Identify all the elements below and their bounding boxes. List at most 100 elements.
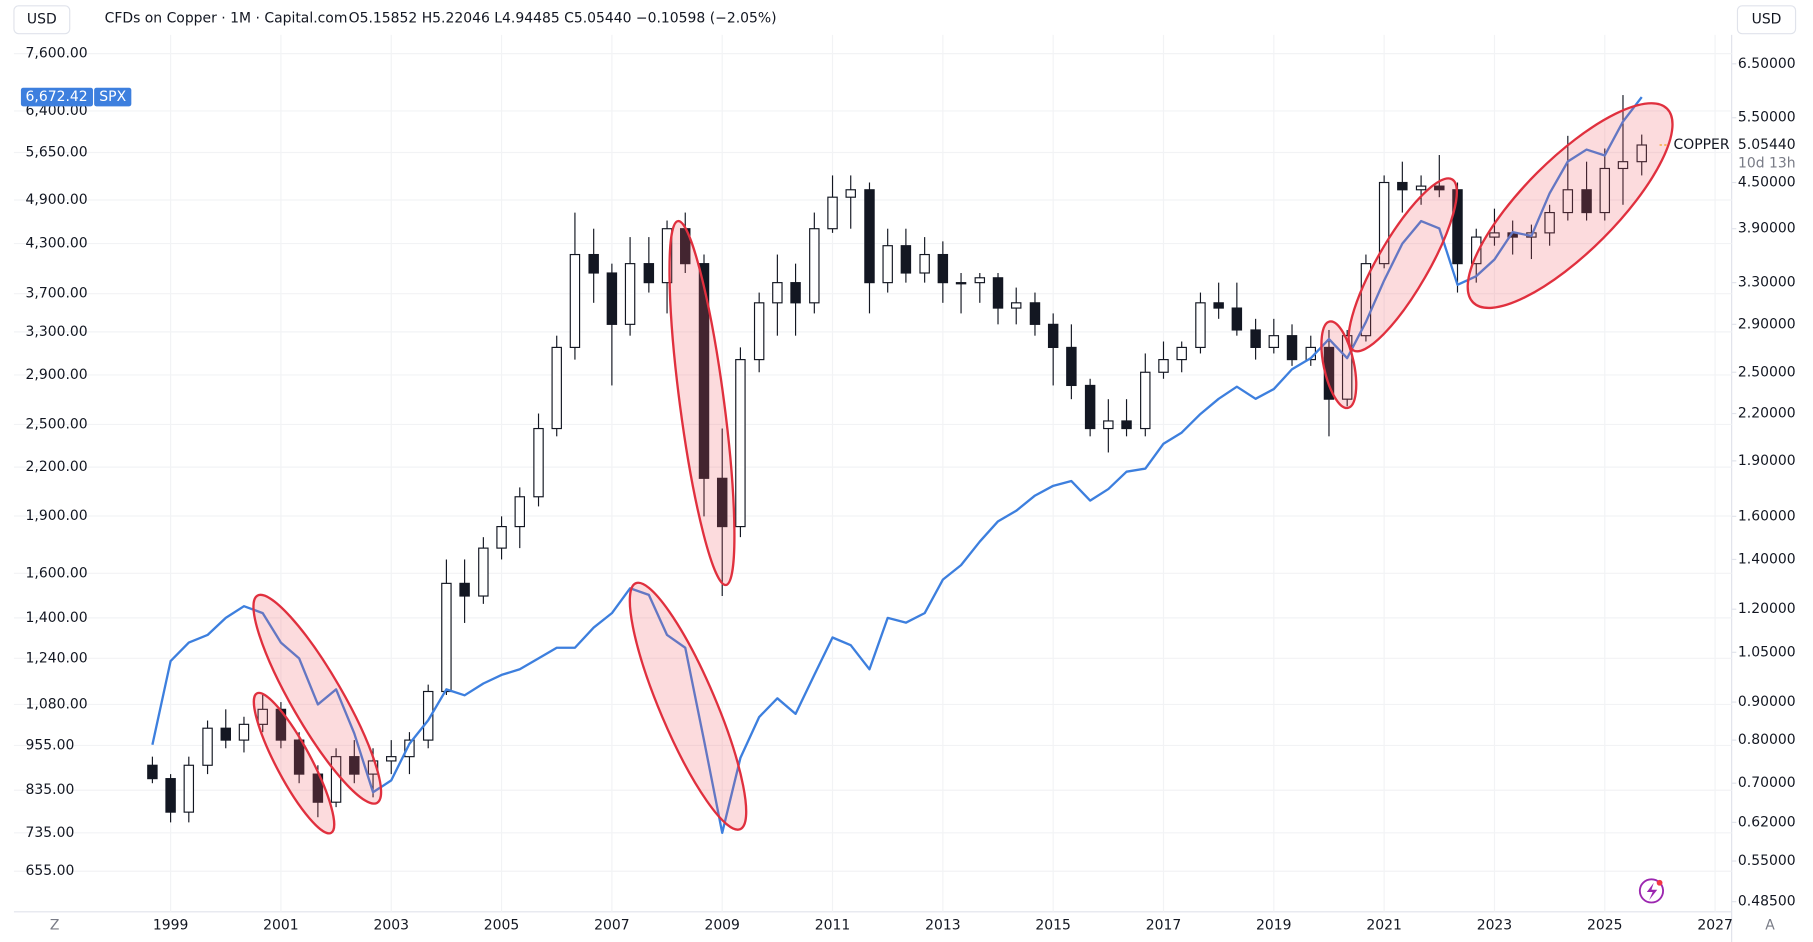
currency-left[interactable]: USD	[27, 12, 57, 28]
y2-tick-label: 1.90000	[1738, 453, 1796, 469]
currency-button[interactable]	[1736, 5, 1797, 35]
currency-button[interactable]	[13, 5, 71, 35]
x-tick-label: 2017	[1146, 918, 1181, 934]
highlight-ellipse	[628, 581, 748, 831]
y2-tick-label: 1.20000	[1738, 601, 1796, 617]
candle-body	[441, 582, 452, 693]
candle-body	[882, 245, 893, 284]
y-tick-label: 1,240.00	[26, 650, 88, 666]
y-tick-label: 1,080.00	[26, 696, 88, 712]
y-tick-label: 2,900.00	[26, 367, 88, 383]
candle-body	[790, 282, 801, 304]
candle-body	[478, 547, 489, 597]
x-tick-label: 2003	[373, 918, 408, 934]
y2-tick-label: 6.50000	[1738, 56, 1796, 72]
candle-body	[551, 346, 562, 430]
y-tick-label: 1,900.00	[26, 508, 88, 524]
y2-tick-label: 0.80000	[1738, 732, 1796, 748]
candle-body	[864, 189, 875, 284]
candle-body	[772, 282, 783, 304]
candle-body	[900, 245, 912, 274]
y-tick-label: 655.00	[26, 863, 75, 879]
y-tick-label: 955.00	[26, 737, 75, 753]
y2-tick-label: 3.30000	[1738, 275, 1796, 291]
y2-tick-label: 1.60000	[1738, 508, 1796, 524]
x-tick-label: 2001	[263, 918, 298, 934]
candle-body	[1140, 371, 1151, 430]
y-tick-label: 1,600.00	[26, 565, 88, 581]
x-tick-label: 2023	[1477, 918, 1512, 934]
candle-body	[919, 253, 930, 274]
candle-body	[422, 690, 434, 741]
currency-right[interactable]: USD	[1752, 12, 1782, 28]
x-tick-label: 2019	[1256, 918, 1291, 934]
candle-body	[1268, 335, 1280, 348]
candle-body	[735, 359, 746, 528]
series-name-tag: SPX	[99, 89, 126, 105]
watermark-icon[interactable]	[1638, 878, 1665, 904]
candle-body	[1434, 185, 1445, 191]
highlight-ellipse	[1347, 177, 1459, 353]
candle-body	[1636, 144, 1647, 163]
candle-body	[1286, 335, 1298, 361]
highlight-ellipse	[1320, 320, 1358, 410]
x-tick-label: 2027	[1697, 918, 1732, 934]
y-tick-label: 7,600.00	[26, 46, 88, 62]
candle-body	[569, 253, 581, 348]
y2-tick-label: 2.20000	[1738, 406, 1796, 422]
symbol-title: CFDs on Copper · 1M · Capital.com	[105, 11, 348, 27]
candle-body	[1084, 384, 1096, 430]
y2-tick-label: 5.50000	[1738, 110, 1796, 126]
candle-body	[1213, 302, 1224, 309]
candle-body	[147, 764, 158, 780]
auto-scale-button[interactable]: A	[1765, 918, 1775, 934]
candle-body	[809, 228, 820, 304]
candle-body	[698, 263, 710, 479]
candle-body	[1250, 329, 1261, 348]
watermark-dot	[1656, 879, 1663, 886]
x-tick-label: 2009	[704, 918, 739, 934]
candle-body	[1121, 420, 1132, 430]
candle-body	[1047, 323, 1059, 348]
candle-body	[238, 723, 250, 741]
candle-body	[1581, 189, 1592, 214]
candle-body	[974, 277, 986, 284]
watermark-bolt	[1646, 882, 1658, 901]
candle-body	[1231, 307, 1243, 331]
candle-body	[1562, 189, 1574, 214]
candle-body	[1599, 167, 1611, 214]
x-tick-label: 1999	[153, 918, 188, 934]
candle-body	[386, 756, 397, 762]
candle-body	[514, 496, 525, 528]
y2-tick-label: 1.40000	[1738, 551, 1796, 567]
candle-body	[937, 253, 949, 284]
candle-body	[1010, 302, 1022, 309]
y-tick-label: 835.00	[26, 782, 75, 798]
y-tick-label: 6,400.00	[26, 103, 88, 119]
ohlc-legend: O5.15852 H5.22046 L4.94485 C5.05440 −0.1…	[349, 11, 777, 27]
y-tick-label: 735.00	[26, 825, 75, 841]
candle-body	[1397, 181, 1408, 191]
candle-body	[661, 228, 673, 284]
candle-body	[496, 526, 507, 549]
y-tick-label: 1,400.00	[26, 610, 88, 626]
y-tick-label: 3,300.00	[26, 324, 88, 340]
x-tick-label: 2007	[594, 918, 629, 934]
timezone-button[interactable]: Z	[50, 918, 60, 934]
candle-body	[1195, 302, 1206, 348]
candle-body	[1471, 236, 1482, 265]
candle-body	[992, 277, 1004, 309]
highlight-ellipse	[252, 593, 383, 805]
y-tick-label: 3,700.00	[26, 286, 88, 302]
candle-body	[606, 272, 618, 325]
plot-marks	[147, 95, 1647, 834]
series-name-tag: COPPER	[1674, 137, 1730, 153]
candle-body	[1489, 232, 1500, 238]
candle-body	[349, 756, 360, 775]
candle-body	[1176, 346, 1187, 361]
highlight-ellipse	[252, 691, 336, 835]
price-tag-label: 6,672.42	[26, 89, 88, 105]
